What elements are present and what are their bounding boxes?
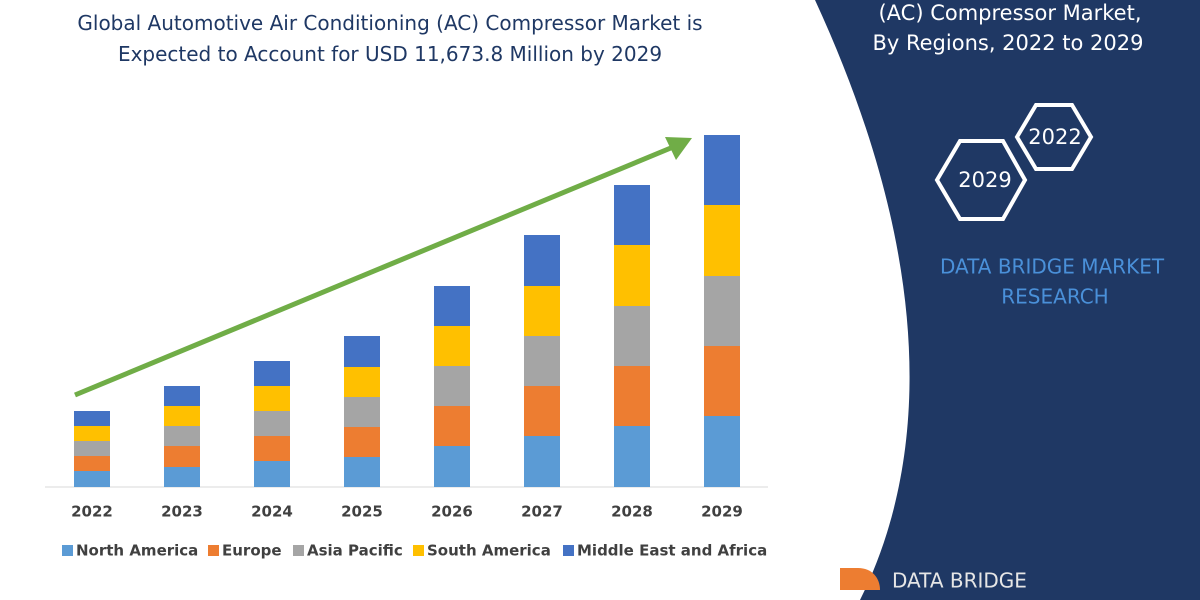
x-tick-label: 2026 [431, 503, 473, 521]
bar-segment [344, 336, 380, 367]
bar-segment [254, 361, 290, 386]
bar-segment [344, 427, 380, 457]
legend-swatch [293, 545, 304, 556]
legend-label: South America [427, 542, 551, 560]
legend-swatch [563, 545, 574, 556]
bar-segment [704, 416, 740, 487]
bar-segment [74, 456, 110, 471]
bar-segment [434, 326, 470, 366]
x-tick-label: 2029 [701, 503, 743, 521]
x-tick-label: 2022 [71, 503, 113, 521]
bar-segment [254, 411, 290, 436]
bar-segment [614, 426, 650, 487]
bar-segment [74, 426, 110, 441]
x-tick-label: 2024 [251, 503, 293, 521]
legend-swatch [208, 545, 219, 556]
x-tick-label: 2025 [341, 503, 383, 521]
legend-swatch [62, 545, 73, 556]
legend-label: Middle East and Africa [577, 542, 767, 560]
brand-text: RESEARCH [1001, 285, 1108, 309]
bar-segment [254, 386, 290, 411]
logo-mark [840, 568, 880, 590]
bar-segment [74, 441, 110, 456]
bar-segment [254, 461, 290, 487]
legend-label: Asia Pacific [307, 542, 403, 560]
bar-segment [704, 135, 740, 205]
bar-segment [434, 366, 470, 406]
bar-segment [704, 276, 740, 346]
bar-segment [704, 205, 740, 276]
bar-segment [614, 185, 650, 245]
bar-segment [524, 386, 560, 436]
bar-segment [614, 245, 650, 306]
x-tick-label: 2028 [611, 503, 653, 521]
bar-segment [164, 467, 200, 487]
logo-text: DATA BRIDGE [892, 569, 1027, 593]
bar-segment [344, 367, 380, 397]
bar-segment [434, 286, 470, 326]
bar-segment [524, 235, 560, 286]
hexagon-label: 2029 [958, 168, 1011, 192]
bar-segment [434, 446, 470, 487]
bar-segment [434, 406, 470, 446]
bar-segment [254, 436, 290, 461]
trend-arrow [74, 142, 679, 398]
bar-segment [704, 346, 740, 416]
bar-segment [524, 286, 560, 336]
bar-segment [614, 366, 650, 426]
bar-segment [74, 411, 110, 426]
legend-label: Europe [222, 542, 282, 560]
bar-segment [74, 471, 110, 487]
hexagon [1014, 103, 1094, 171]
legend-label: North America [76, 542, 198, 560]
bar-segment [164, 446, 200, 467]
bar-segment [524, 436, 560, 487]
hexagon [934, 139, 1028, 221]
legend-swatch [413, 545, 424, 556]
bar-segment [524, 336, 560, 386]
bar-segment [344, 457, 380, 487]
bar-segment [164, 426, 200, 446]
x-tick-label: 2023 [161, 503, 203, 521]
bar-segment [344, 397, 380, 427]
panel-title: (AC) Compressor Market, [878, 1, 1141, 25]
bar-segment [164, 386, 200, 406]
chart-title: Global Automotive Air Conditioning (AC) … [77, 11, 703, 66]
panel-title: By Regions, 2022 to 2029 [872, 31, 1143, 55]
side-panel [815, 0, 1200, 600]
brand-text: DATA BRIDGE MARKET [940, 255, 1165, 279]
trend-arrow-head [665, 137, 692, 160]
x-tick-label: 2027 [521, 503, 563, 521]
bar-segment [164, 406, 200, 426]
bar-segment [614, 306, 650, 366]
hexagon-label: 2022 [1028, 125, 1081, 149]
